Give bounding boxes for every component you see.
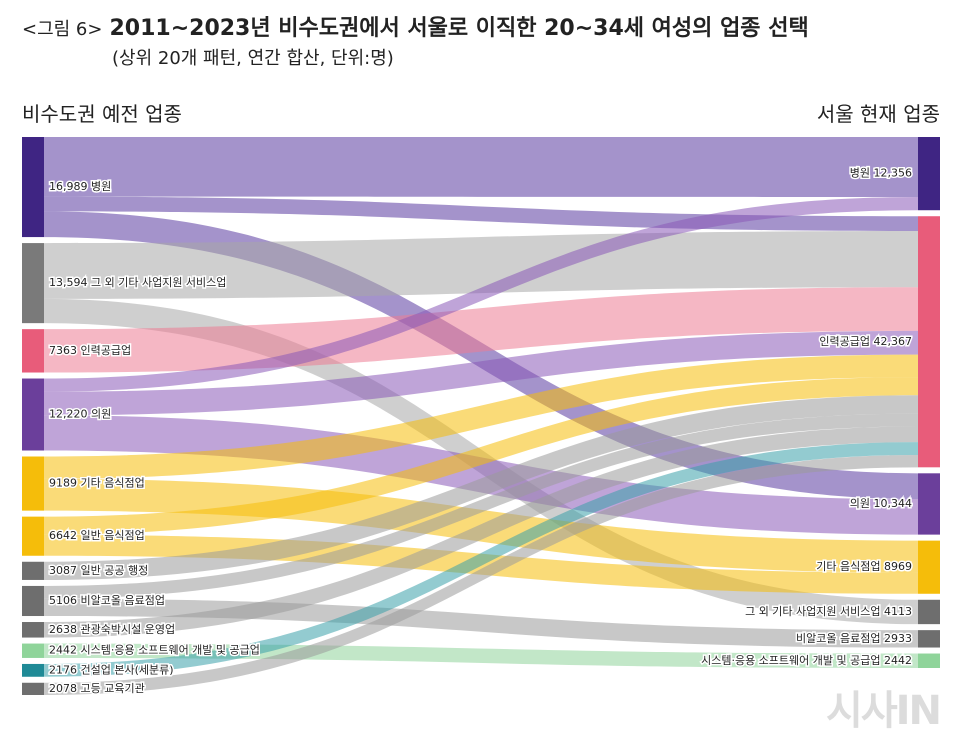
left-node-l_nonalc (22, 585, 44, 617)
sankey-links (44, 137, 918, 695)
right-node-r_other_support (918, 599, 940, 625)
left-node-l_construction (22, 663, 44, 677)
right-column-heading: 서울 현재 업종 (816, 102, 940, 126)
left-node-l_tourism (22, 622, 44, 638)
left-node-l_public_admin (22, 561, 44, 580)
chart-title: <그림 6> 2011~2023년 비수도권에서 서울로 이직한 20~34세 … (22, 10, 809, 42)
sankey-link (44, 413, 918, 599)
left-label-l_construction: 2176 건설업 본사(세분류) (49, 663, 174, 676)
left-label-l_other_food: 9189 기타 음식점업 (49, 477, 145, 490)
right-node-r_staffing (918, 216, 940, 468)
right-label-r_hospital: 병원 12,356 (850, 167, 912, 180)
left-node-l_hospital (22, 137, 44, 238)
right-node-r_other_food (918, 540, 940, 594)
sankey-link (44, 231, 918, 299)
sankey-link (44, 454, 918, 695)
right-label-r_staffing: 인력공급업 42,367 (819, 335, 912, 348)
right-node-r_nonalc (918, 630, 940, 648)
sankey-link (44, 196, 918, 392)
left-label-l_hospital: 16,989 병원 (49, 180, 111, 193)
sankey-link (44, 330, 918, 416)
left-node-l_highschool (22, 682, 44, 695)
left-label-l_general_food: 6642 일반 음식점업 (49, 528, 145, 542)
left-label-l_highschool: 2078 고등 교육기관 (49, 682, 145, 695)
left-label-l_other_support: 13,594 그 외 기타 사업지원 서비스업 (49, 276, 226, 289)
sankey-link (44, 377, 918, 535)
sankey-link (44, 442, 918, 677)
sankey-link (44, 426, 918, 638)
sankey-link (44, 354, 918, 479)
sankey-link (44, 415, 918, 535)
figure-label: <그림 6> (22, 19, 103, 40)
right-node-r_clinic (918, 473, 940, 535)
left-node-l_sw (22, 643, 44, 658)
right-label-r_other_support: 그 외 기타 사업지원 서비스업 4113 (745, 605, 912, 618)
right-node-r_hospital (918, 137, 940, 211)
watermark-logo: 시사IN (826, 688, 942, 734)
title-text: 2011~2023년 비수도권에서 서울로 이직한 20~34세 여성의 업종 … (109, 16, 809, 41)
left-node-l_staffing (22, 329, 44, 373)
left-label-l_clinic: 12,220 의원 (49, 408, 111, 421)
left-label-l_tourism: 2638 관광숙박시설 운영업 (49, 623, 175, 636)
right-label-r_clinic: 의원 10,344 (850, 497, 912, 510)
chart-subtitle: (상위 20개 패턴, 연간 합산, 단위:명) (112, 48, 394, 69)
left-node-l_clinic (22, 378, 44, 451)
left-node-l_other_food (22, 456, 44, 511)
left-label-l_public_admin: 3087 일반 공공 행정 (49, 563, 148, 577)
left-label-l_sw: 2442 시스템·응용 소프트웨어 개발 및 공급업 (49, 644, 260, 657)
right-label-r_nonalc: 비알코올 음료점업 2933 (796, 631, 912, 645)
right-label-r_sw: 시스템·응용 소프트웨어 개발 및 공급업 2442 (701, 654, 912, 667)
right-label-r_other_food: 기타 음식점업 8969 (816, 560, 912, 573)
left-label-l_nonalc: 5106 비알코올 음료점업 (49, 593, 165, 607)
right-node-r_sw (918, 653, 940, 668)
left-node-l_other_support (22, 243, 44, 324)
left-node-l_general_food (22, 516, 44, 556)
sankey-link (44, 395, 918, 580)
left-column-heading: 비수도권 예전 업종 (22, 102, 182, 126)
sankey-link (44, 137, 918, 197)
sankey-link (44, 287, 918, 373)
left-label-l_staffing: 7363 인력공급업 (49, 344, 131, 357)
sankey-link (44, 211, 918, 500)
